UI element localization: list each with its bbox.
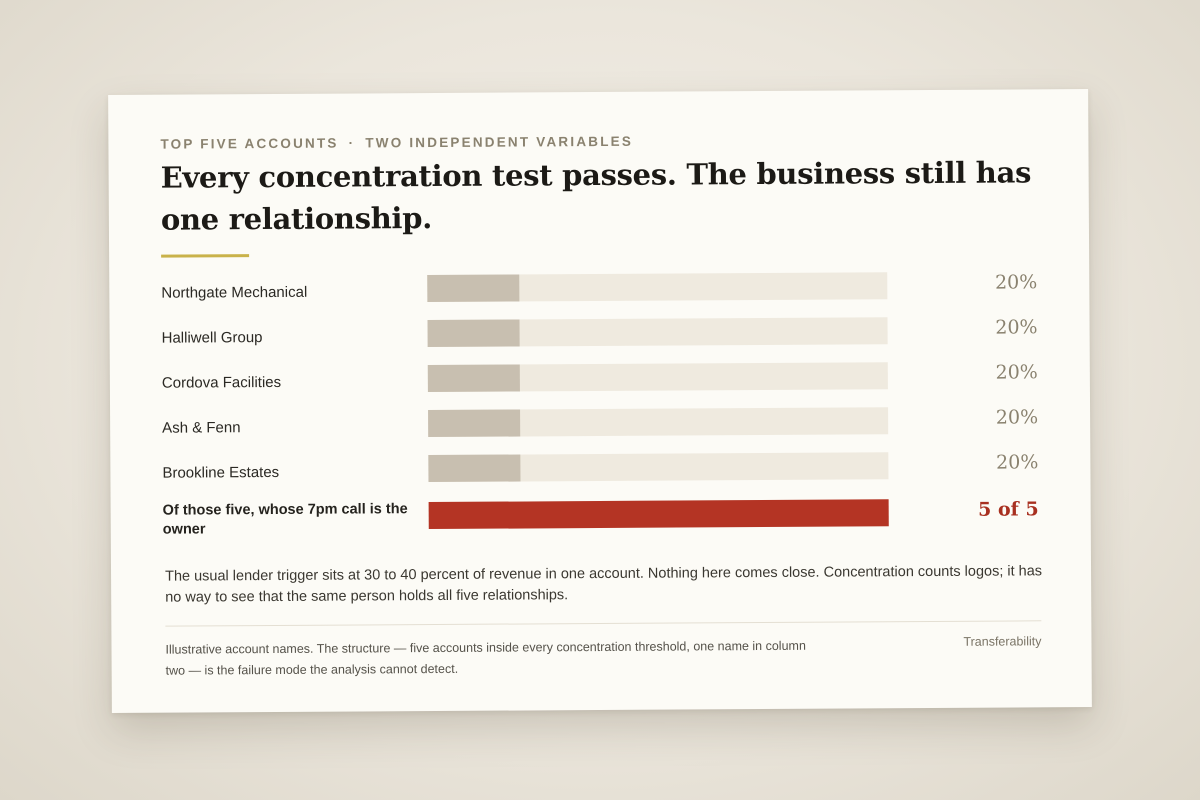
bar-value-label: 20% — [995, 406, 1039, 429]
section-tag: Transferability — [963, 634, 1042, 649]
bar-track — [427, 317, 888, 348]
bar-row: Northgate Mechanical 20% — [161, 269, 1037, 319]
bar-row: Cordova Facilities 20% — [162, 359, 1038, 409]
eyebrow-right: TWO INDEPENDENT VARIABLES — [365, 133, 634, 151]
divider — [165, 620, 1042, 627]
chart-title: Every concentration test passes. The bus… — [160, 155, 1032, 237]
bar-label: Brookline Estates — [162, 463, 280, 482]
bar — [427, 274, 520, 303]
bar-track — [428, 452, 889, 483]
bar-value-label: 5 of 5 — [978, 498, 1039, 521]
footnote: Illustrative account names. The structur… — [165, 638, 806, 678]
bar-label: Cordova Facilities — [161, 373, 282, 392]
chart-card: TOP FIVE ACCOUNTS · TWO INDEPENDENT VARIAB… — [108, 89, 1092, 713]
chart-note: The usual lender trigger sits at 30 to 4… — [165, 563, 1043, 606]
bar-track — [428, 499, 889, 530]
bar-rows: Northgate Mechanical 20% Halliwell Group 20… — [161, 269, 1039, 559]
eyebrow-left: TOP FIVE ACCOUNTS — [160, 135, 339, 152]
eyebrow-separator: · — [348, 135, 356, 151]
bar — [427, 364, 520, 393]
bar-row: Brookline Estates 20% — [162, 449, 1038, 499]
bar-row-highlight: Of those five, whose 7pm call is the own… — [163, 496, 1039, 559]
bar — [427, 319, 520, 348]
bar-row: Halliwell Group 20% — [161, 314, 1038, 364]
eyebrow: TOP FIVE ACCOUNTS · TWO INDEPENDENT VARIAB… — [160, 134, 633, 152]
title-accent-rule — [161, 254, 250, 258]
bar-value-label: 20% — [995, 361, 1038, 384]
bar-row: Ash & Fenn 20% — [162, 404, 1038, 454]
bar-label: Northgate Mechanical — [161, 283, 308, 302]
bar — [428, 454, 521, 483]
bar-label: Of those five, whose 7pm call is the own… — [162, 501, 408, 538]
bar-value-label: 20% — [996, 451, 1039, 474]
bar — [428, 499, 889, 530]
bar-track — [428, 407, 889, 438]
bar-track — [427, 362, 888, 393]
bar-label: Halliwell Group — [161, 329, 263, 347]
bar-value-label: 20% — [995, 316, 1038, 339]
bar-value-label: 20% — [994, 271, 1038, 294]
bar-label: Ash & Fenn — [162, 419, 241, 437]
bar — [428, 409, 521, 438]
bar-track — [427, 272, 888, 303]
